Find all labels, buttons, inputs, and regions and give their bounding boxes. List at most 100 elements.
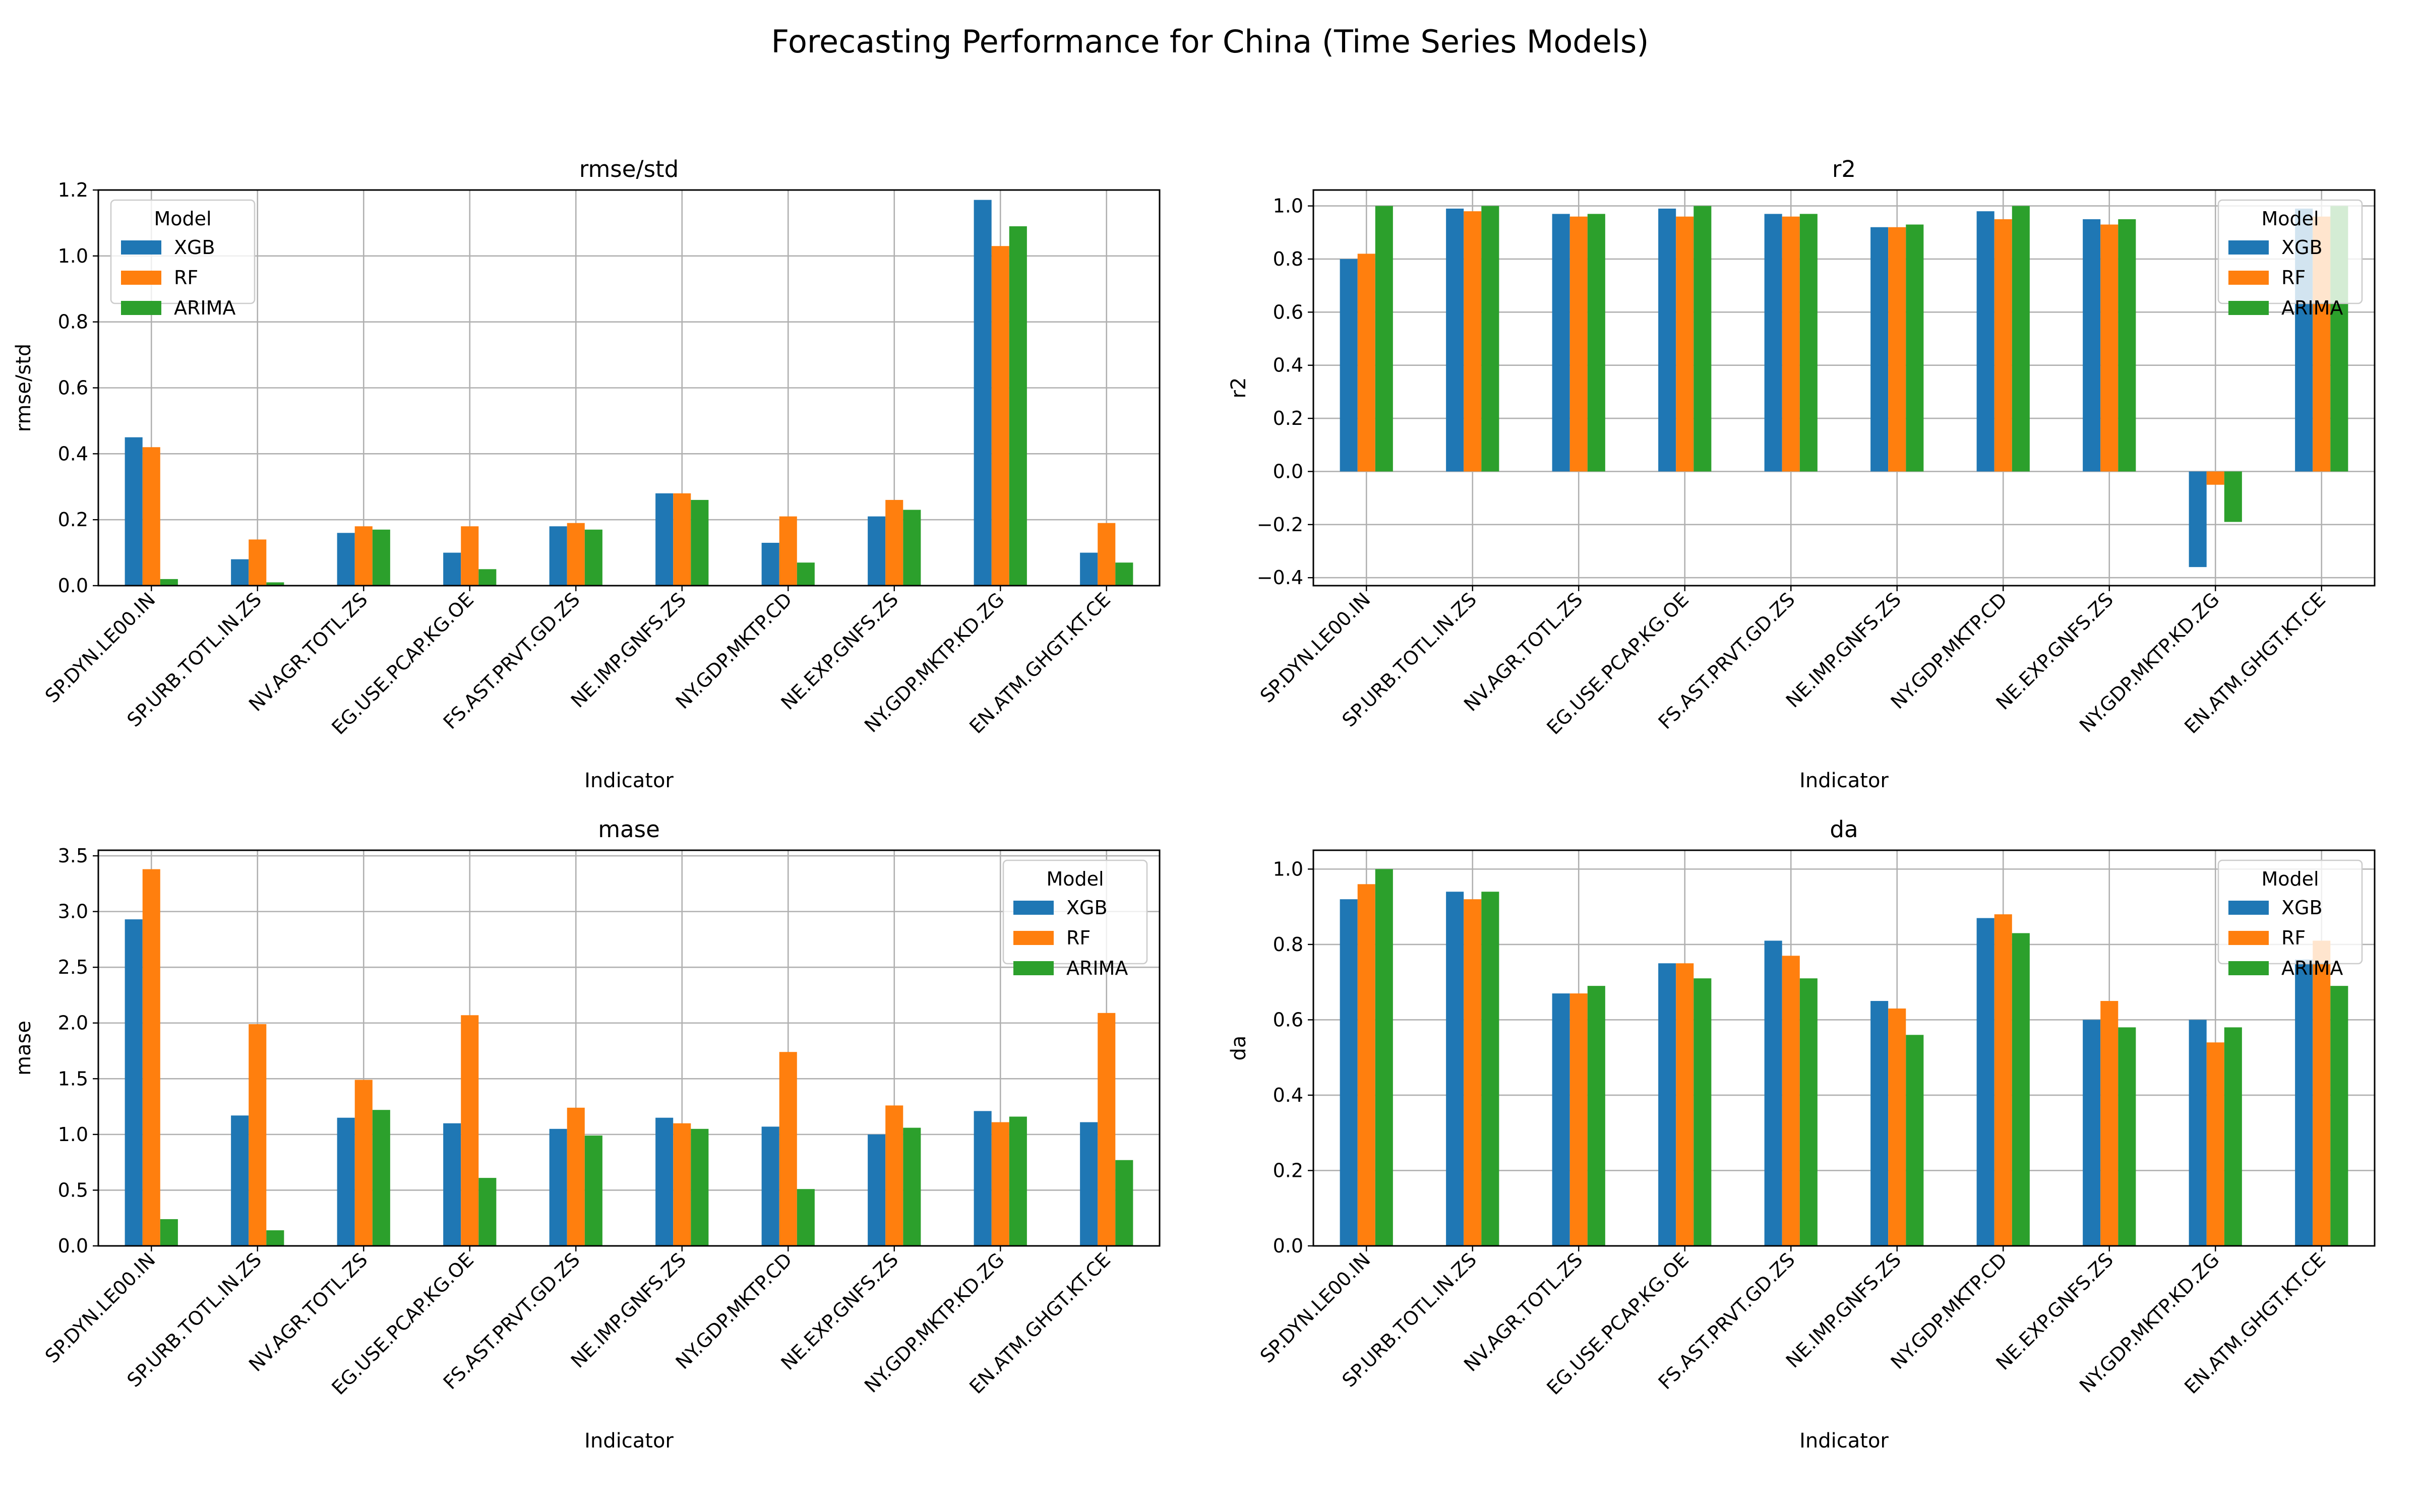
bar-arima xyxy=(1481,892,1499,1246)
legend: Model XGB RF ARIMA xyxy=(110,199,256,319)
legend-label: ARIMA xyxy=(1066,957,1128,979)
bar-xgb xyxy=(1446,892,1464,1246)
legend-swatch-xgb xyxy=(1013,901,1054,915)
x-tick-label: NE.IMP.GNFS.ZS xyxy=(1782,588,1905,712)
bar-rf xyxy=(2100,224,2119,472)
legend-label: RF xyxy=(2281,927,2306,949)
subplot-1: −0.4 −0.2 0.0 0.2 0.4 0.6 0.8 1.0 SP.DYN.LE00.IN… xyxy=(1227,156,2376,792)
bar-arima xyxy=(1375,869,1393,1246)
subplot-3: 0.00.20.40.60.81.0SP.DYN.LE00.INSP.URB.T… xyxy=(1227,816,2376,1453)
legend-title: Model xyxy=(1046,868,1104,890)
bar-xgb xyxy=(761,542,779,586)
subplot-title: r2 xyxy=(1832,156,1856,182)
legend-label: ARIMA xyxy=(2281,957,2343,979)
bar-rf xyxy=(2206,471,2224,485)
y-tick-label: 0.4 xyxy=(58,443,88,465)
x-tick-label: NY.GDP.MKTP.CD xyxy=(1887,1248,2012,1373)
axes-frame xyxy=(97,189,1161,587)
x-tick-label: NV.AGR.TOTL.ZS xyxy=(245,1248,372,1376)
bar-xgb xyxy=(231,559,249,586)
x-tick-label: NE.EXP.GNFS.ZS xyxy=(776,588,902,714)
bar-arima xyxy=(584,529,602,586)
bar-arima xyxy=(2118,219,2136,472)
legend: Model XGB RF ARIMA xyxy=(2217,859,2363,979)
bar-xgb xyxy=(1870,1001,1889,1246)
bar-arima xyxy=(1587,986,1605,1246)
y-tick-label: 0.4 xyxy=(1273,354,1303,376)
legend: Model XGB RF ARIMA xyxy=(2217,199,2363,319)
bar-rf xyxy=(567,1107,585,1246)
bar-rf xyxy=(1569,993,1588,1246)
bar-arima xyxy=(1906,1035,1924,1246)
bar-rf xyxy=(1782,956,1800,1246)
bar-rf xyxy=(1994,914,2012,1246)
legend-swatch-rf xyxy=(2228,931,2269,945)
bar-arima xyxy=(691,499,709,586)
bar-arima xyxy=(797,562,815,586)
bar-xgb xyxy=(2189,1020,2207,1246)
x-tick-label: NV.AGR.TOTL.ZS xyxy=(245,588,372,716)
bar-arima xyxy=(1375,206,1393,472)
subplot-0: 0.00.20.40.60.81.01.2SP.DYN.LE00.INSP.UR… xyxy=(12,156,1161,792)
y-tick-label: 0.6 xyxy=(58,377,88,399)
bar-arima xyxy=(903,1127,921,1246)
bar-arima xyxy=(160,579,178,586)
legend-swatch-xgb xyxy=(121,240,161,255)
bar-arima xyxy=(1115,562,1133,586)
x-axis-label: Indicator xyxy=(584,769,674,792)
y-tick-label: 1.2 xyxy=(58,179,88,201)
legend-swatch-rf xyxy=(1013,931,1054,945)
bar-rf xyxy=(885,1105,903,1246)
bar-arima xyxy=(1906,224,1924,472)
bar-xgb xyxy=(974,200,992,586)
y-tick-label: 1.0 xyxy=(1273,195,1303,217)
bar-arima xyxy=(1115,1160,1133,1246)
y-tick-label: 0.2 xyxy=(1273,407,1303,429)
y-tick-label: 1.0 xyxy=(58,1123,88,1146)
bar-xgb xyxy=(231,1115,249,1246)
bar-rf xyxy=(1357,884,1375,1246)
x-axis-label: Indicator xyxy=(1799,1429,1889,1453)
bar-arima xyxy=(2224,1027,2242,1246)
bar-rf xyxy=(673,1123,691,1246)
x-tick-label: SP.DYN.LE00.IN xyxy=(1256,1248,1375,1367)
bar-rf xyxy=(779,516,797,586)
bar-xgb xyxy=(2083,1020,2101,1246)
x-tick-label: NE.EXP.GNFS.ZS xyxy=(776,1248,902,1374)
bar-arima xyxy=(1009,1116,1027,1246)
bar-rf xyxy=(142,447,160,586)
bar-rf xyxy=(354,1080,373,1246)
bar-rf xyxy=(354,526,373,586)
y-axis-label: mase xyxy=(12,1021,35,1076)
bar-xgb xyxy=(1658,963,1676,1246)
axes-frame xyxy=(97,849,1161,1247)
y-tick-label: 2.0 xyxy=(58,1012,88,1034)
x-tick-label: NY.GDP.MKTP.CD xyxy=(1887,588,2012,713)
bar-xgb xyxy=(2083,219,2101,472)
bar-rf xyxy=(1782,216,1800,472)
bar-rf xyxy=(1994,219,2012,472)
y-axis-label: rmse/std xyxy=(12,344,35,432)
bar-xgb xyxy=(337,533,355,586)
legend-title: Model xyxy=(154,208,211,230)
y-tick-label: −0.4 xyxy=(1257,566,1303,589)
bar-xgb xyxy=(1976,211,1994,472)
bar-xgb xyxy=(2295,959,2313,1246)
bar-xgb xyxy=(1446,208,1464,472)
bar-rf xyxy=(461,526,479,586)
bar-arima xyxy=(160,1219,178,1246)
legend-swatch-rf xyxy=(2228,271,2269,285)
bar-xgb xyxy=(1552,993,1570,1246)
x-tick-label: NV.AGR.TOTL.ZS xyxy=(1460,1248,1587,1376)
x-tick-label: NY.GDP.MKTP.CD xyxy=(672,588,797,713)
y-axis-label: da xyxy=(1227,1036,1250,1061)
bar-rf xyxy=(1888,1009,1906,1246)
legend-swatch-xgb xyxy=(2228,240,2269,255)
subplot-title: mase xyxy=(598,816,660,843)
axes-frame xyxy=(1312,849,2376,1247)
y-tick-label: 0.0 xyxy=(1273,460,1303,482)
bar-arima xyxy=(691,1128,709,1246)
y-tick-label: 3.5 xyxy=(58,845,88,867)
y-tick-label: 0.8 xyxy=(1273,248,1303,270)
